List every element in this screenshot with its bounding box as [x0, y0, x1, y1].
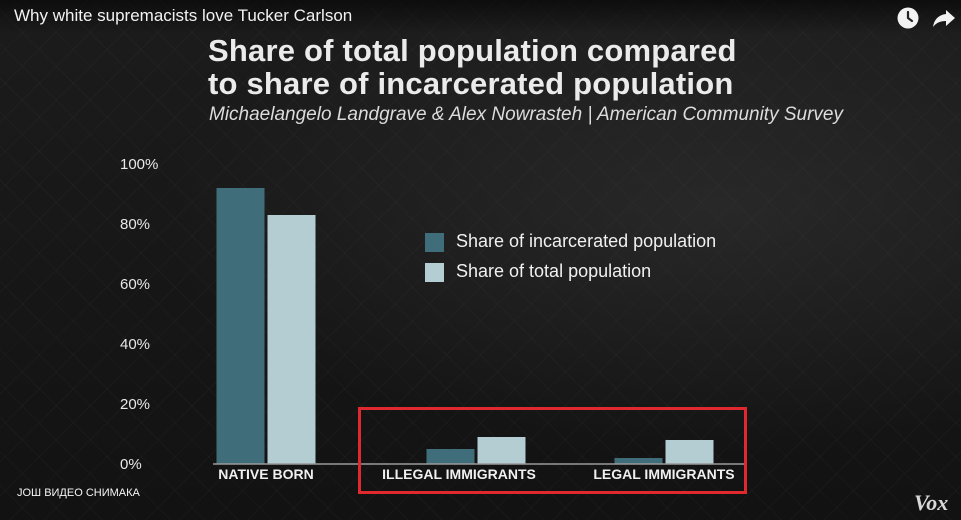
more-videos-button[interactable]: ЈОШ ВИДЕО СНИМАКА: [17, 487, 140, 499]
bar-total-1: [477, 437, 526, 464]
video-title[interactable]: Why white supremacists love Tucker Carls…: [14, 6, 353, 25]
legend-swatch-total: [425, 263, 444, 282]
watch-later-icon[interactable]: [896, 6, 920, 30]
legend-label-total: Share of total population: [456, 261, 652, 281]
y-tick-label: 20%: [120, 396, 150, 413]
y-tick-label: 80%: [120, 216, 150, 233]
chart-title-line-1: Share of total population compared: [208, 33, 737, 68]
y-tick-label: 100%: [120, 156, 158, 173]
video-top-bar: [0, 0, 961, 34]
highlight-box: [358, 407, 747, 494]
bar-incarcerated-0: [216, 188, 265, 464]
vox-logo: Vox: [914, 490, 949, 515]
y-axis-ticks: 0% 20% 40% 60% 80% 100%: [120, 156, 158, 473]
category-label-illegal-immigrants: ILLEGAL IMMIGRANTS: [382, 466, 536, 482]
y-tick-label: 60%: [120, 276, 150, 293]
bar-total-0: [267, 215, 316, 464]
category-label-native-born: NATIVE BORN: [218, 466, 314, 482]
y-tick-label: 0%: [120, 456, 142, 473]
share-icon[interactable]: [932, 6, 956, 30]
legend-label-incarcerated: Share of incarcerated population: [456, 231, 717, 251]
legend-swatch-incarcerated: [425, 233, 444, 252]
bar-incarcerated-2: [614, 458, 663, 464]
y-tick-label: 40%: [120, 336, 150, 353]
chart-subtitle: Michaelangelo Landgrave & Alex Nowrasteh…: [209, 104, 843, 125]
bar-series: [216, 188, 714, 464]
chart-title-line-2: to share of incarcerated population: [208, 66, 734, 101]
chart-title: Share of total population compared to sh…: [208, 34, 737, 100]
bar-total-2: [665, 440, 714, 464]
bar-incarcerated-1: [426, 449, 475, 464]
category-label-legal-immigrants: LEGAL IMMIGRANTS: [593, 466, 735, 482]
